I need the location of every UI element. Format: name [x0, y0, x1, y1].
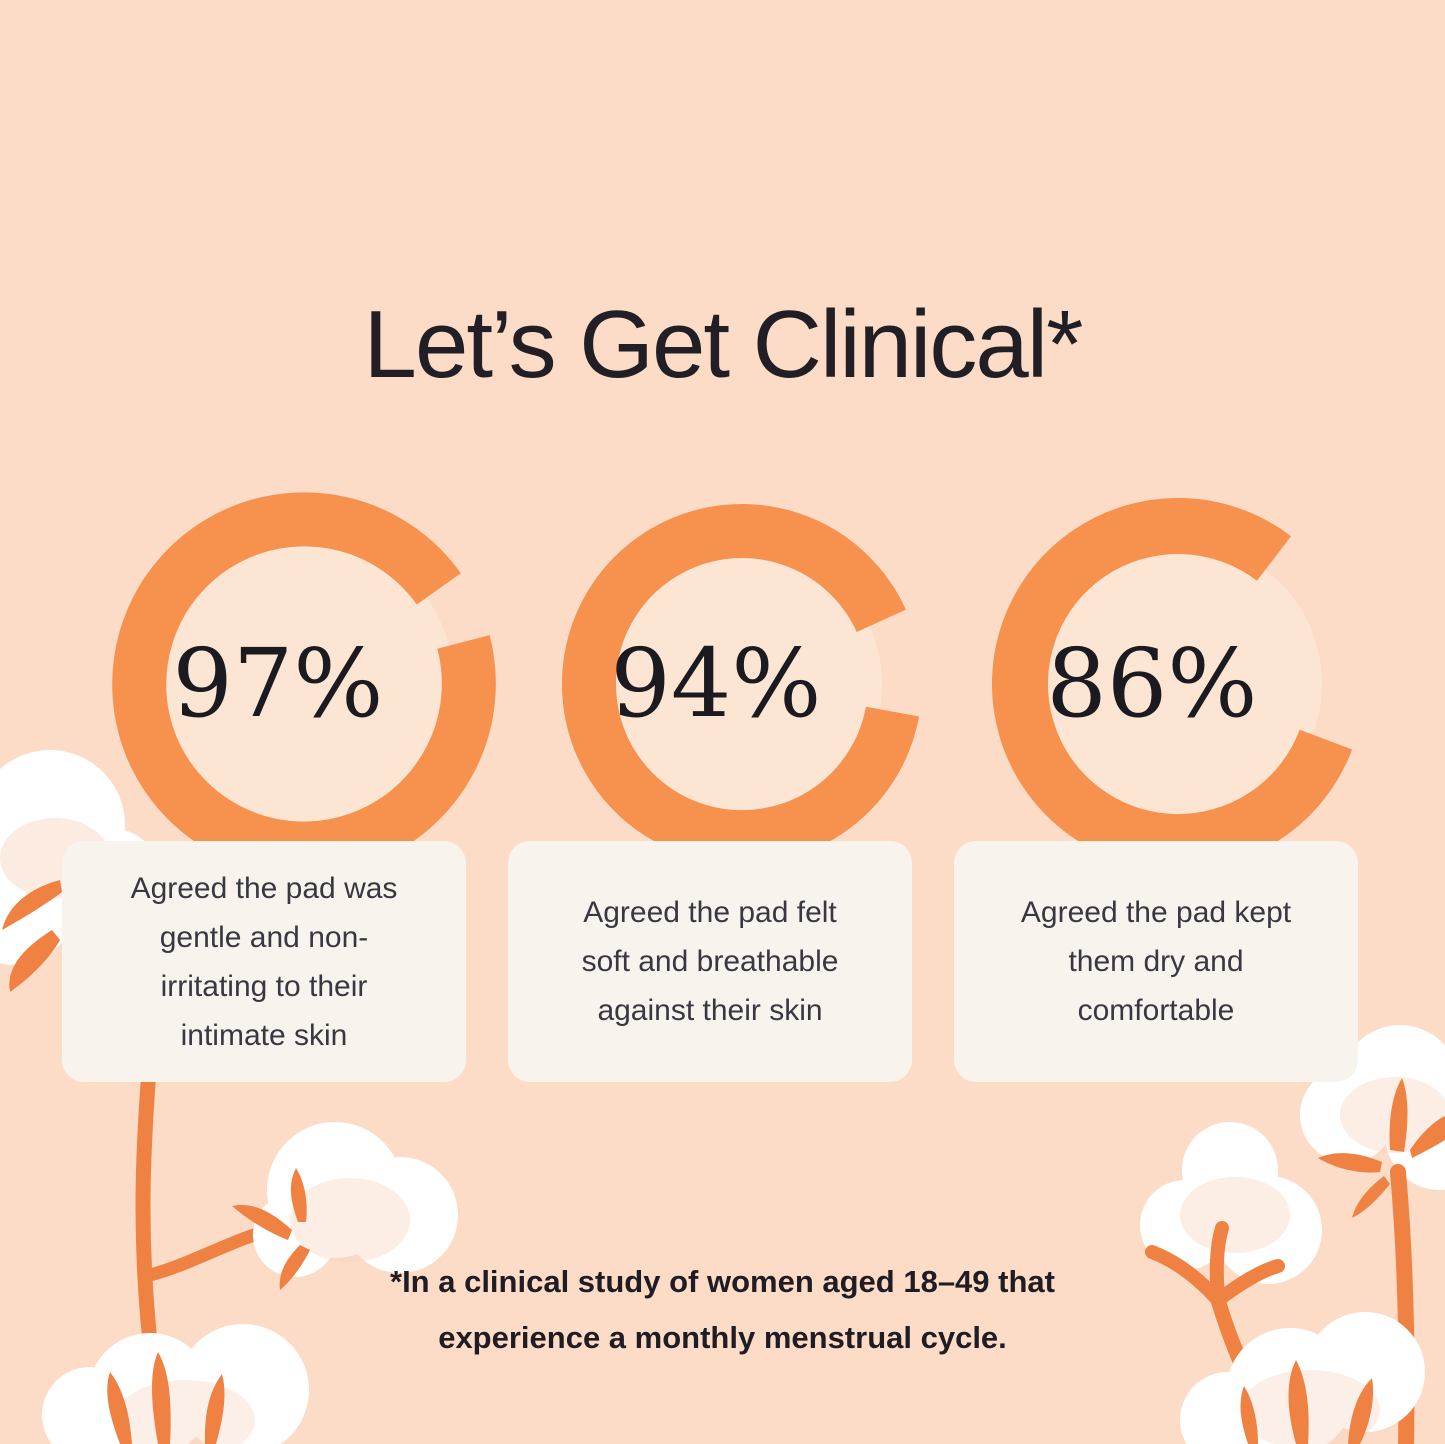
- stat-card-2-text: Agreed the pad felt soft and breathable …: [581, 896, 839, 1027]
- footnote-line-2: experience a monthly menstrual cycle.: [438, 1320, 1007, 1355]
- donut-chart-1: 97%: [104, 484, 504, 884]
- cotton-flower-illustration-bottom-left: [42, 1062, 458, 1444]
- donut-chart-3: 86%: [978, 484, 1378, 884]
- donut-ring-94: [561, 504, 920, 865]
- donut-ring-86: [991, 497, 1353, 871]
- percent-value-2: 94%: [610, 629, 822, 739]
- donut-ring-97: [112, 492, 496, 876]
- stat-card-1: Agreed the pad was gentle and non- irrit…: [62, 841, 466, 1082]
- footnote: *In a clinical study of women aged 18–49…: [0, 1254, 1445, 1366]
- donut-chart-2: 94%: [542, 484, 942, 884]
- stat-card-1-text: Agreed the pad was gentle and non- irrit…: [130, 871, 398, 1052]
- footnote-line-1: *In a clinical study of women aged 18–49…: [390, 1264, 1055, 1299]
- stat-card-3: Agreed the pad kept them dry and comfort…: [954, 841, 1358, 1082]
- percent-value-1: 97%: [172, 629, 384, 739]
- stat-card-3-text: Agreed the pad kept them dry and comfort…: [1020, 896, 1292, 1027]
- percent-value-3: 86%: [1046, 629, 1258, 739]
- page-title: Let’s Get Clinical*: [363, 291, 1084, 399]
- cotton-flower-illustration-bottom-right: [1140, 1025, 1445, 1444]
- stat-card-2: Agreed the pad felt soft and breathable …: [508, 841, 912, 1082]
